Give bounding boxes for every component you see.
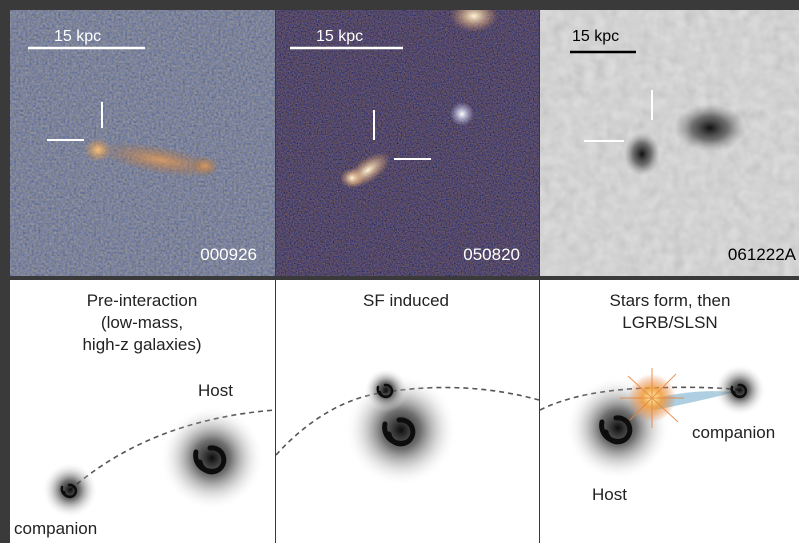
image-050820: 15 kpc 050820 (276, 10, 539, 276)
cartoon-panel-stars-form: Stars form, then LGRB/SLSN (540, 280, 799, 543)
companion-label: companion (14, 519, 97, 538)
spiral-icon (376, 383, 394, 399)
cartoon-panel-pre-interaction: Pre-interaction (low-mass, high-z galaxi… (10, 280, 275, 543)
scale-label: 15 kpc (316, 28, 363, 45)
companion-galaxy (714, 364, 766, 416)
scale-label: 15 kpc (54, 28, 101, 45)
cartoon-panel-sf-induced: SF induced (276, 280, 539, 543)
companion-label: companion (692, 423, 775, 442)
host-label: Host (198, 381, 233, 400)
image-panel-000926: 15 kpc 000926 (10, 10, 275, 276)
panel-title-line-1: Stars form, then (610, 291, 731, 310)
spiral-icon (730, 383, 748, 399)
cartoon-sf-induced: SF induced (276, 291, 539, 486)
orbit-path (69, 409, 275, 491)
scale-label: 15 kpc (572, 28, 619, 45)
panel-title-line-2: LGRB/SLSN (622, 313, 717, 332)
spiral-icon (193, 445, 227, 475)
companion-galaxy (42, 462, 98, 518)
burst-icon (620, 368, 684, 428)
grb-id-label: 061222A (728, 245, 797, 264)
panel-title-line-1: Pre-interaction (87, 291, 198, 310)
spiral-icon (382, 417, 416, 447)
panel-title-line-1: SF induced (363, 291, 449, 310)
panel-title-line-3: high-z galaxies) (82, 335, 201, 354)
companion-galaxy (364, 368, 408, 412)
host-label: Host (592, 485, 627, 504)
grb-id-label: 000926 (200, 245, 257, 264)
image-061222A: 15 kpc 061222A (540, 10, 799, 276)
cartoon-pre-interaction: Pre-interaction (low-mass, high-z galaxi… (14, 291, 275, 538)
image-panel-050820: 15 kpc 050820 (276, 10, 539, 276)
spiral-icon (60, 483, 78, 499)
spiral-icon (599, 415, 633, 445)
panel-title-line-2: (low-mass, (101, 313, 183, 332)
image-000926: 15 kpc 000926 (10, 10, 275, 276)
cartoon-stars-form: Stars form, then LGRB/SLSN (540, 291, 775, 504)
grb-id-label: 050820 (463, 245, 520, 264)
image-panel-061222A: 15 kpc 061222A (540, 10, 799, 276)
host-galaxy (160, 406, 264, 510)
